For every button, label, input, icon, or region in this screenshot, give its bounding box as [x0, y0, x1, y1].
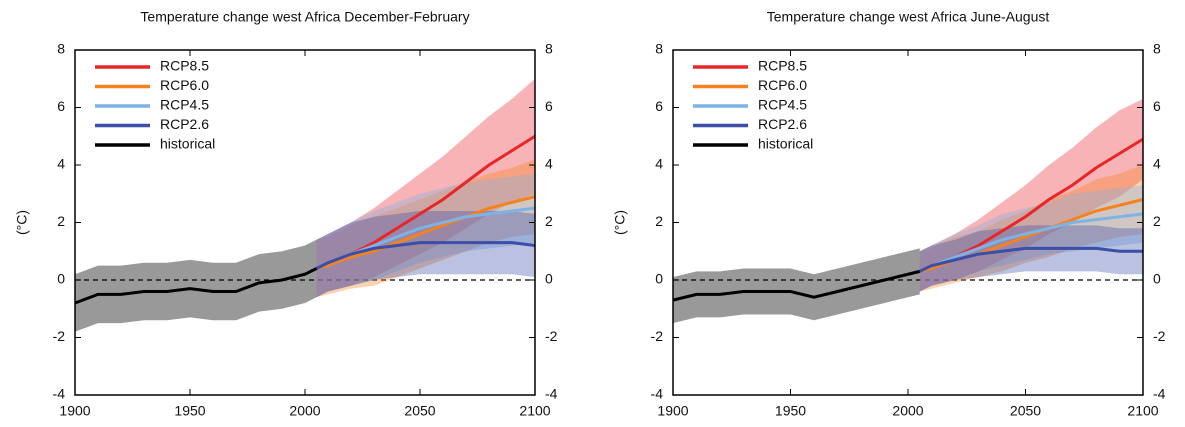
y-tick-label: -4: [651, 386, 664, 402]
y2-tick-label: 8: [1153, 41, 1161, 57]
y2-tick-label: 4: [545, 156, 553, 172]
y2-tick-label: 8: [545, 41, 553, 57]
mean-line: [919, 212, 1144, 273]
mean-line: [316, 195, 536, 270]
ensemble-range: [919, 98, 1143, 292]
x-tick-label: 2100: [1127, 403, 1158, 419]
legend-label: RCP6.0: [758, 77, 807, 93]
y2-tick-label: 0: [1153, 271, 1161, 287]
x-tick-label: 2000: [892, 403, 923, 419]
y-tick-label: 8: [57, 41, 65, 57]
y-tick-label: 0: [57, 271, 65, 287]
mean-line: [919, 246, 1143, 273]
y-tick-label: -4: [53, 386, 66, 402]
y2-tick-label: 6: [545, 98, 553, 114]
mean-line: [74, 267, 318, 305]
y-tick-label: 6: [57, 98, 65, 114]
ensemble-range: [316, 173, 535, 298]
x-tick-label: 2050: [1010, 403, 1041, 419]
ensemble-range: [919, 165, 1143, 292]
mean-line: [672, 269, 921, 302]
ensemble-range: [919, 225, 1143, 292]
legend-label: RCP2.6: [160, 116, 209, 132]
legend-label: RCP8.5: [758, 58, 807, 74]
chart-title: Temperature change west Africa December-…: [140, 9, 469, 25]
y-axis-label: (°C): [612, 210, 628, 235]
y2-tick-label: -2: [1153, 328, 1166, 344]
y-axis-label: (°C): [14, 210, 30, 235]
y-tick-label: 4: [655, 156, 663, 172]
ensemble-range: [919, 185, 1143, 292]
y2-tick-label: -2: [545, 328, 558, 344]
x-tick-label: 2050: [404, 403, 435, 419]
y-tick-label: -2: [651, 328, 664, 344]
y-tick-label: 6: [655, 98, 663, 114]
mean-line: [315, 241, 536, 270]
y-tick-label: -2: [53, 328, 66, 344]
ensemble-range: [673, 248, 920, 324]
legend-label: RCP4.5: [758, 97, 807, 113]
x-tick-label: 2100: [519, 403, 550, 419]
x-tick-label: 1900: [657, 403, 688, 419]
chart-title: Temperature change west Africa June-Augu…: [767, 9, 1050, 25]
y2-tick-label: 6: [1153, 98, 1161, 114]
legend-label: RCP2.6: [758, 116, 807, 132]
legend-label: historical: [758, 136, 813, 152]
y2-tick-label: 4: [1153, 156, 1161, 172]
x-tick-label: 2000: [289, 403, 320, 419]
y-tick-label: 0: [655, 271, 663, 287]
x-tick-label: 1950: [174, 403, 205, 419]
y2-tick-label: -4: [1153, 386, 1166, 402]
ensemble-range: [316, 211, 535, 298]
y-tick-label: 8: [655, 41, 663, 57]
y2-tick-label: 2: [545, 213, 553, 229]
y2-tick-label: 0: [545, 271, 553, 287]
y2-tick-label: -4: [545, 386, 558, 402]
legend-label: RCP4.5: [160, 97, 209, 113]
y-tick-label: 2: [57, 213, 65, 229]
legend-label: RCP6.0: [160, 77, 209, 93]
legend-label: RCP8.5: [160, 58, 209, 74]
legend-label: historical: [160, 136, 215, 152]
y-tick-label: 2: [655, 213, 663, 229]
x-tick-label: 1950: [775, 403, 806, 419]
y2-tick-label: 2: [1153, 213, 1161, 229]
ensemble-range: [75, 239, 317, 332]
x-tick-label: 1900: [59, 403, 90, 419]
y-tick-label: 4: [57, 156, 65, 172]
